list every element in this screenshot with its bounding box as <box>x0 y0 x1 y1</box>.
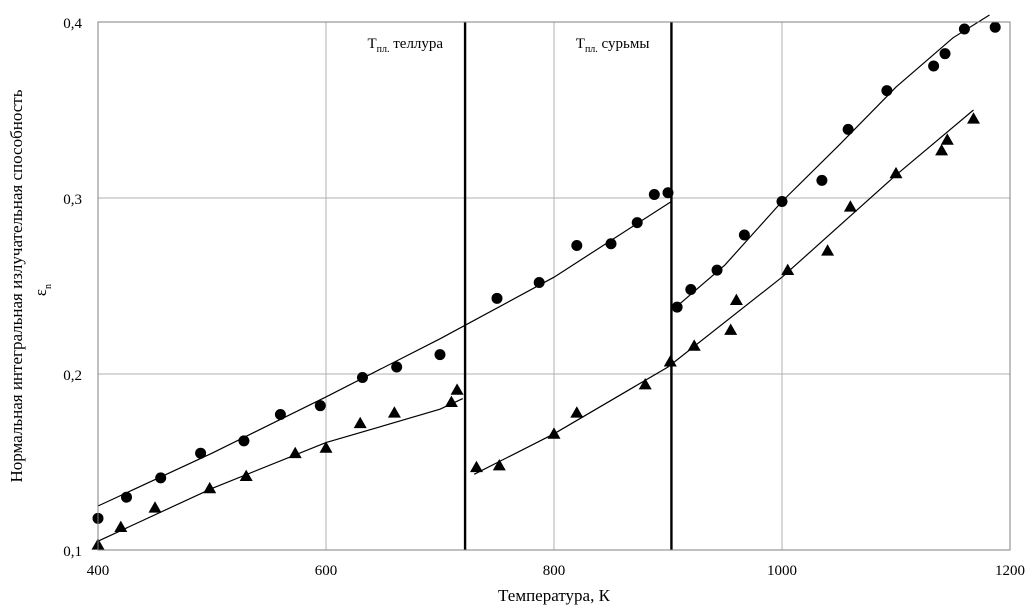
data-point-circle-24 <box>881 85 893 97</box>
data-point-circle-21 <box>776 196 788 208</box>
data-point-circle-8 <box>391 361 403 373</box>
data-point-triangle-16 <box>663 355 677 367</box>
data-point-circle-20 <box>738 229 750 241</box>
data-point-triangle-1 <box>114 520 128 532</box>
data-points <box>91 21 1001 550</box>
data-point-circle-17 <box>671 301 683 313</box>
data-point-triangle-24 <box>935 143 949 156</box>
data-point-triangle-14 <box>570 406 584 418</box>
x-tick-label-0: 400 <box>87 563 110 579</box>
y-tick-label-3: 0,4 <box>63 16 82 32</box>
fit-curve-1-1 <box>473 109 974 475</box>
data-point-circle-4 <box>238 435 250 447</box>
data-point-circle-28 <box>989 21 1001 33</box>
data-point-circle-18 <box>685 284 697 296</box>
data-point-circle-25 <box>928 60 940 72</box>
x-tick-label-4: 1200 <box>995 563 1025 579</box>
data-point-triangle-15 <box>638 378 652 390</box>
data-point-triangle-20 <box>781 263 795 276</box>
data-point-triangle-3 <box>203 481 217 494</box>
tick-labels: 400 600 800 1000 1200 0,1 0,2 0,3 0,4 <box>63 16 1025 579</box>
grid <box>97 21 1011 551</box>
data-point-triangle-13 <box>547 427 561 439</box>
data-point-circle-5 <box>274 408 286 420</box>
x-axis-label: Температура, К <box>498 586 611 605</box>
data-point-circle-9 <box>434 349 446 361</box>
y-tick-label-2: 0,3 <box>63 192 82 208</box>
data-point-circle-10 <box>491 292 503 304</box>
data-point-circle-2 <box>155 472 167 484</box>
data-point-triangle-12 <box>492 459 506 471</box>
y-axis-symbol: εn <box>31 284 54 296</box>
data-point-circle-26 <box>939 48 951 60</box>
data-point-triangle-6 <box>319 441 333 453</box>
data-point-circle-22 <box>816 174 828 186</box>
data-point-triangle-9 <box>444 395 458 408</box>
data-point-triangle-4 <box>239 469 253 481</box>
x-tick-label-2: 800 <box>543 563 566 579</box>
melting-label-0: Tпл. теллура <box>367 36 443 55</box>
data-point-triangle-25 <box>940 133 954 145</box>
data-point-triangle-7 <box>353 416 367 429</box>
data-point-circle-23 <box>842 123 854 135</box>
y-tick-label-1: 0,2 <box>63 368 82 384</box>
y-axis-label: Нормальная интегральная излучательная сп… <box>7 89 26 482</box>
data-point-triangle-23 <box>889 166 903 179</box>
data-point-triangle-18 <box>724 323 738 335</box>
data-point-triangle-22 <box>843 200 857 212</box>
fit-curve-0-0 <box>97 200 672 507</box>
x-tick-label-3: 1000 <box>767 563 797 579</box>
annotations: Tпл. теллура Tпл. сурьмы <box>367 36 649 55</box>
data-point-triangle-11 <box>469 460 483 473</box>
data-point-circle-12 <box>571 240 583 252</box>
y-tick-label-0: 0,1 <box>63 544 82 560</box>
data-point-triangle-5 <box>288 446 302 459</box>
data-point-circle-6 <box>314 400 326 412</box>
melting-lines <box>463 22 673 550</box>
data-point-circle-13 <box>605 238 617 250</box>
data-point-circle-14 <box>631 217 643 229</box>
data-point-triangle-17 <box>687 339 701 351</box>
data-point-circle-19 <box>711 264 723 276</box>
y-symbol-main: ε <box>31 289 50 296</box>
data-point-circle-7 <box>356 372 368 384</box>
y-symbol-sub: n <box>43 284 54 289</box>
data-point-circle-11 <box>533 276 545 288</box>
data-point-circle-3 <box>195 447 207 459</box>
data-point-triangle-8 <box>387 406 401 418</box>
data-point-circle-27 <box>958 23 970 35</box>
data-point-circle-15 <box>648 188 660 200</box>
data-point-triangle-21 <box>821 244 835 256</box>
fit-curve-0-1 <box>675 14 990 308</box>
data-point-circle-1 <box>121 491 132 503</box>
fit-curves <box>97 14 990 542</box>
data-point-triangle-19 <box>729 293 743 305</box>
data-point-triangle-26 <box>967 112 981 124</box>
data-point-triangle-10 <box>450 383 464 395</box>
plot-frame <box>97 21 1011 551</box>
melting-label-1: Tпл. сурьмы <box>576 36 650 55</box>
x-tick-label-1: 600 <box>315 563 338 579</box>
data-point-circle-16 <box>662 187 674 199</box>
data-point-triangle-2 <box>148 501 162 513</box>
